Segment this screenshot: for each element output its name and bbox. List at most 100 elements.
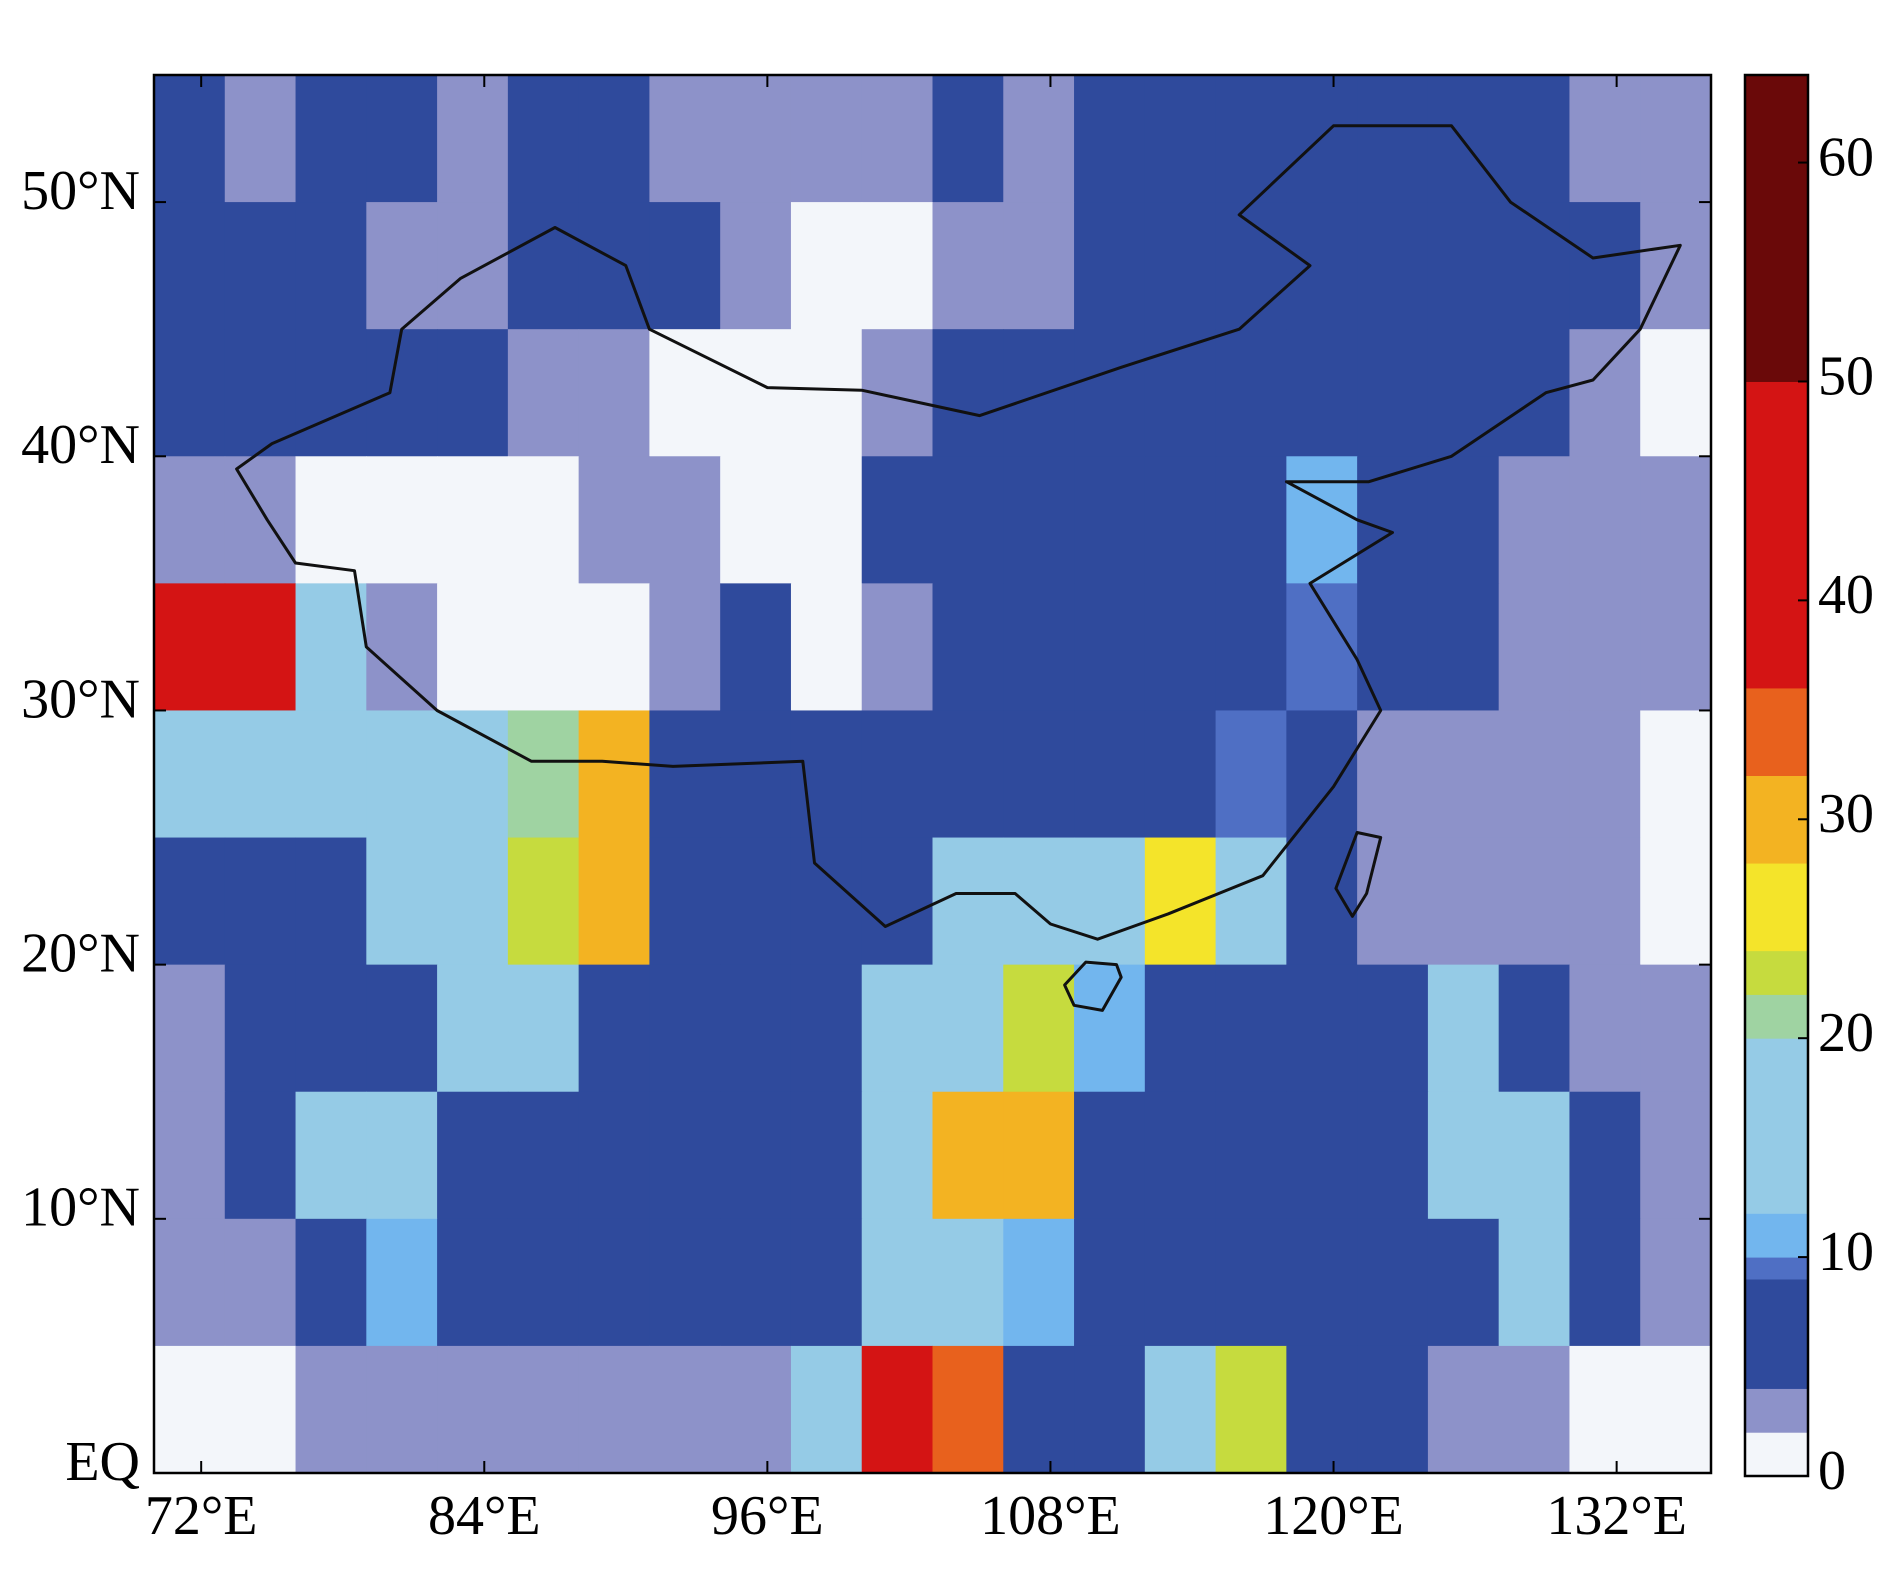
grid-cell	[1640, 1345, 1712, 1474]
grid-cell	[1640, 1218, 1712, 1347]
colorbar-band	[1745, 863, 1808, 952]
colorbar-tick-label: 30	[1818, 783, 1874, 845]
grid-cell	[507, 1218, 580, 1347]
grid-cell	[1498, 1091, 1570, 1220]
grid-cell	[1003, 1091, 1075, 1220]
grid-cell	[154, 1345, 226, 1474]
grid-cell	[1498, 583, 1570, 711]
grid-cell	[1144, 202, 1217, 330]
grid-cell	[1640, 329, 1712, 457]
grid-cell	[1003, 1218, 1075, 1347]
y-tick-label: EQ	[65, 1431, 140, 1493]
grid-cell	[1498, 964, 1570, 1093]
grid-cell	[1357, 1091, 1429, 1220]
grid-cell	[295, 1345, 367, 1474]
grid-cell	[932, 1091, 1004, 1220]
grid-cell	[224, 1091, 297, 1220]
grid-cell	[1074, 75, 1146, 203]
grid-cell	[861, 710, 933, 839]
grid-cell	[1003, 75, 1075, 203]
colorbar-tick-label: 20	[1818, 1002, 1874, 1064]
grid-cell	[1286, 329, 1358, 457]
grid-cell	[649, 710, 721, 839]
grid-cell	[861, 1091, 933, 1220]
grid-cell	[295, 837, 367, 966]
grid-cell	[649, 1091, 721, 1220]
grid-cell	[720, 1345, 792, 1474]
grid-cell	[1357, 75, 1429, 203]
grid-cell	[1569, 75, 1641, 203]
grid-cell	[1498, 710, 1570, 839]
grid-cell	[1498, 75, 1570, 203]
grid-cell	[437, 1218, 509, 1347]
grid-cell	[1427, 964, 1500, 1093]
grid-cell	[1498, 329, 1570, 457]
grid-cell	[295, 456, 367, 584]
grid-cell	[1427, 329, 1500, 457]
border	[235, 124, 1682, 941]
grid-cell	[154, 75, 226, 203]
plot-frame	[152, 73, 1713, 1475]
grid-cell	[1640, 583, 1712, 711]
grid-cell	[790, 75, 863, 203]
grid-cell	[224, 329, 297, 457]
grid-cell	[932, 75, 1004, 203]
grid-cell	[790, 964, 863, 1093]
grid-cell	[437, 329, 509, 457]
grid-cell	[507, 710, 580, 839]
grid-cell	[1286, 1345, 1358, 1474]
grid-cell	[1640, 202, 1712, 330]
grid-cell	[932, 456, 1004, 584]
grid-cell	[1640, 710, 1712, 839]
grid-cell	[224, 837, 297, 966]
grid-cell	[437, 75, 509, 203]
grid-cell	[1569, 964, 1641, 1093]
grid-cell	[366, 1345, 438, 1474]
grid-cell	[1215, 1345, 1287, 1474]
colorbar-tick-label: 40	[1818, 564, 1874, 626]
grid-cell	[507, 837, 580, 966]
grid-cell	[932, 710, 1004, 839]
grid-cell	[295, 75, 367, 203]
grid-cell	[1215, 329, 1287, 457]
grid-cell	[507, 202, 580, 330]
grid-cell	[1286, 1218, 1358, 1347]
grid-cell	[1357, 1345, 1429, 1474]
grid-cell	[1640, 837, 1712, 966]
grid-cell	[1074, 1345, 1146, 1474]
grid-cell	[1286, 964, 1358, 1093]
grid-cell	[861, 456, 933, 584]
grid-cell	[720, 583, 792, 711]
grid-cell	[1144, 329, 1217, 457]
grid-cell	[932, 202, 1004, 330]
grid-cell	[1569, 1218, 1641, 1347]
x-tick-label: 132°E	[1546, 1485, 1687, 1547]
grid-cell	[1427, 1345, 1500, 1474]
grid-cell	[1427, 1218, 1500, 1347]
border	[1334, 831, 1383, 918]
grid-cell	[366, 329, 438, 457]
grid-cell	[932, 837, 1004, 966]
grid-cell	[437, 1091, 509, 1220]
grid-cell	[1569, 583, 1641, 711]
grid-cell	[578, 202, 650, 330]
grid-cell	[1569, 1091, 1641, 1220]
y-tick-label: 40°N	[21, 414, 140, 476]
grid-cell	[1427, 583, 1500, 711]
grid-cell	[154, 837, 226, 966]
grid-cell	[1357, 837, 1429, 966]
grid-cell	[720, 1218, 792, 1347]
grid-cell	[295, 1218, 367, 1347]
grid-cell	[224, 583, 297, 711]
grid-cell	[720, 202, 792, 330]
grid-cell	[578, 1345, 650, 1474]
grid-cell	[224, 75, 297, 203]
grid-cell	[1074, 583, 1146, 711]
x-tick-label: 108°E	[980, 1485, 1121, 1547]
x-tick-label: 120°E	[1263, 1485, 1404, 1547]
grid-cell	[1569, 710, 1641, 839]
grid-cell	[649, 837, 721, 966]
grid-cell	[649, 583, 721, 711]
grid-cell	[790, 710, 863, 839]
grid-cell	[1498, 1218, 1570, 1347]
